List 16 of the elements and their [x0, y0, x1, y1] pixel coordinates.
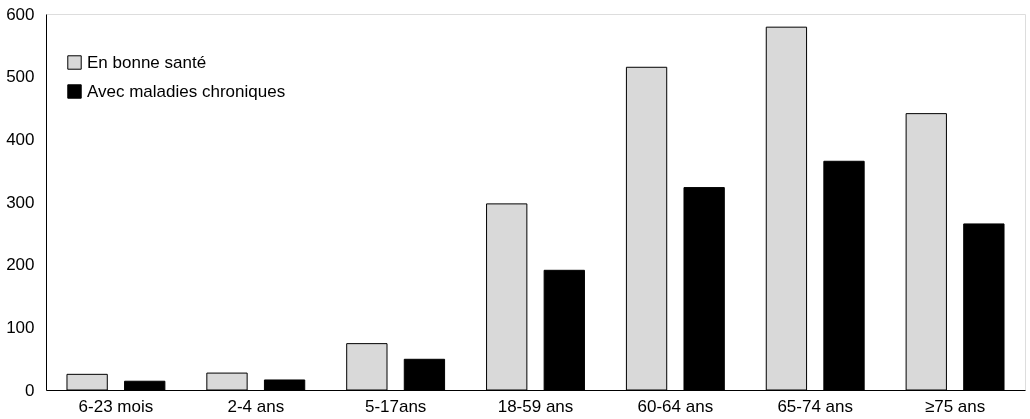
- x-tick-label: 6-23 mois: [78, 396, 154, 416]
- x-tick-label: 60-64 ans: [637, 396, 714, 416]
- y-tick-label: 200: [6, 255, 35, 275]
- x-tick-label: ≥75 ans: [924, 396, 986, 416]
- x-tick-label: 65-74 ans: [777, 396, 854, 416]
- x-tick-label: 18-59 ans: [497, 396, 574, 416]
- y-tick-label: 500: [6, 67, 35, 87]
- legend-label: Avec maladies chroniques: [87, 81, 286, 101]
- x-tick-label: 2-4 ans: [227, 396, 285, 416]
- y-tick-label: 300: [6, 192, 35, 212]
- legend-label: En bonne santé: [87, 52, 207, 72]
- y-tick-label: 400: [6, 129, 35, 149]
- y-tick-label: 600: [6, 4, 35, 24]
- y-tick-label: 0: [25, 380, 35, 400]
- y-tick-label: 100: [6, 317, 35, 337]
- x-tick-label: 5-17ans: [364, 396, 427, 416]
